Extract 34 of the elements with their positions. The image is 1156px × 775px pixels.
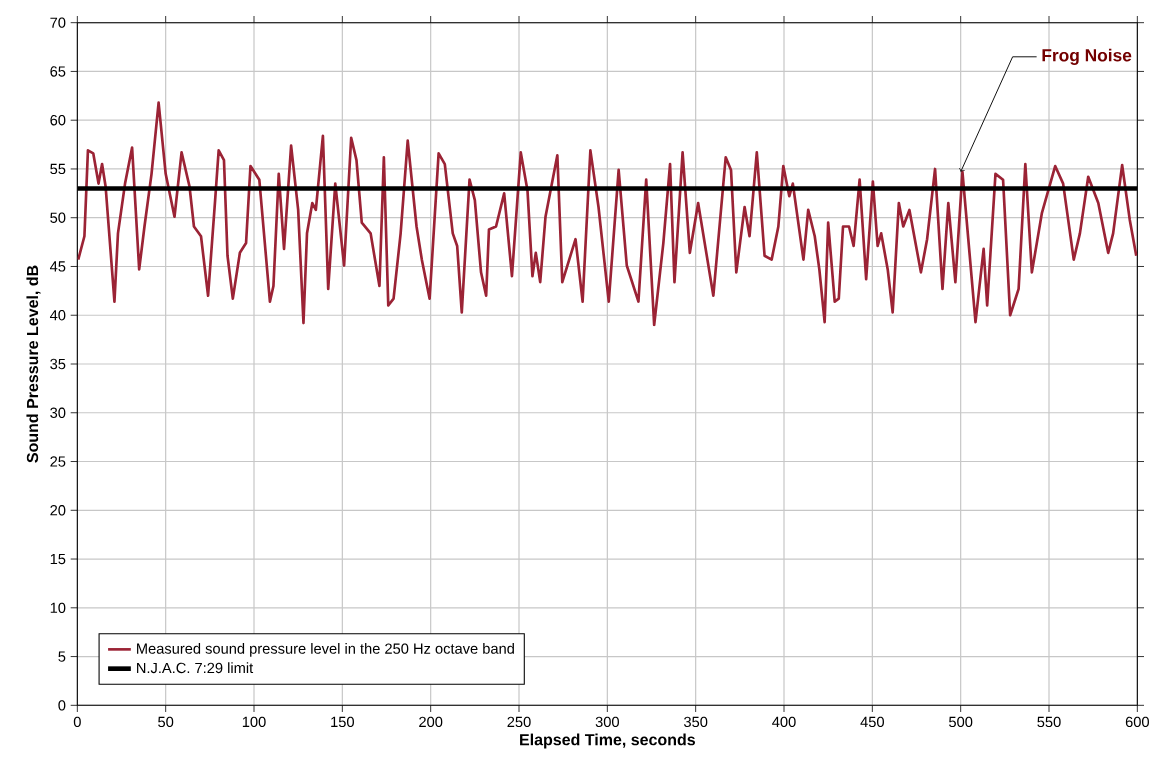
y-tick-label: 65: [50, 66, 66, 77]
y-tick-label: 20: [50, 505, 66, 516]
y-tick-label: 15: [50, 554, 66, 565]
x-tick-label: 550: [1037, 716, 1061, 728]
y-tick-label: 5: [58, 651, 66, 662]
legend-label: Measured sound pressure level in the 250 Hz octave band: [137, 643, 514, 657]
y-tick-label: 45: [49, 261, 66, 272]
y-tick-label: 10: [50, 602, 66, 614]
x-tick-label: 400: [772, 716, 796, 728]
x-tick-label: 600: [1125, 716, 1149, 728]
y-tick-label: 40: [49, 310, 66, 321]
x-tick-label: 50: [158, 716, 174, 728]
x-tick-label: 100: [242, 716, 266, 728]
y-axis-title: Sound Pressure Level, dB: [26, 265, 41, 463]
x-tick-label: 450: [860, 716, 884, 728]
x-tick-label: 300: [595, 716, 619, 728]
y-tick-label: 50: [50, 212, 66, 224]
annotation: Frog Noise: [1042, 48, 1132, 66]
y-tick-label: 60: [50, 115, 66, 126]
x-tick-label: 0: [73, 716, 81, 728]
x-tick-label: 200: [419, 716, 443, 728]
x-tick-label: 250: [507, 716, 531, 728]
line-series: [77, 101, 1138, 327]
legend-label: N.J.A.C. 7:29 limit: [137, 662, 254, 674]
y-tick-label: 55: [50, 164, 66, 175]
y-tick-label: 35: [50, 358, 66, 370]
x-tick-label: 350: [684, 716, 708, 728]
y-tick-label: 25: [50, 456, 66, 467]
y-tick-label: 0: [58, 700, 66, 711]
x-axis-title: Elapsed Time, seconds: [520, 733, 695, 749]
y-tick-label: 70: [50, 17, 66, 29]
x-tick-label: 150: [331, 716, 354, 728]
x-tick-label: 500: [949, 716, 973, 728]
y-tick-label: 30: [50, 407, 66, 419]
